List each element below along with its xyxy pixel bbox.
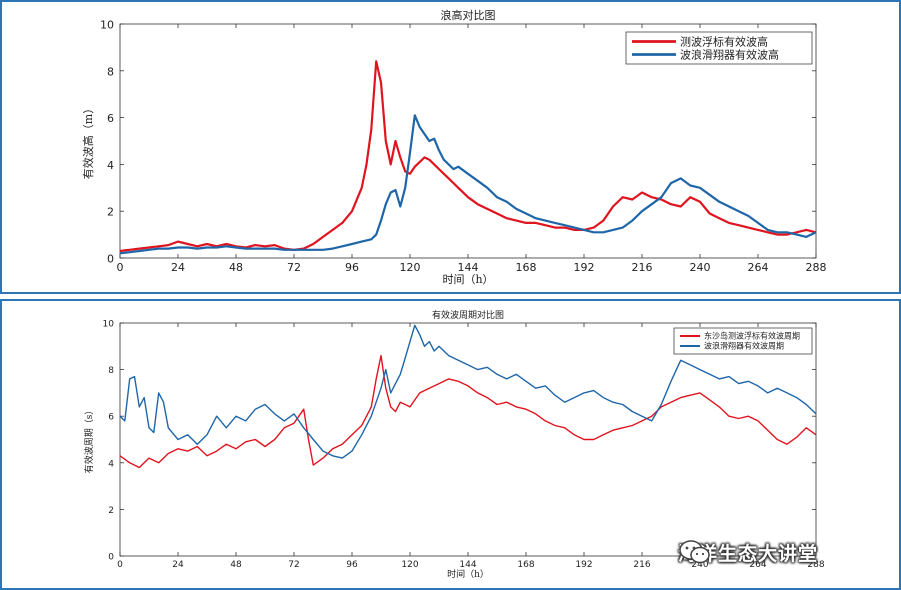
wechat-icon xyxy=(679,540,710,564)
period-series-line-1 xyxy=(119,354,817,469)
period-x-tick-label: 144 xyxy=(459,560,476,570)
top-chart-panel: 浪高对比图 0 24 48 72 96 120 144 168 192 216 240 264 288 0 2… xyxy=(0,0,901,294)
period-y-tick-label: 0 xyxy=(108,553,114,563)
height-x-tick-label: 192 xyxy=(574,261,595,274)
height-x-tick-label: 0 xyxy=(117,261,124,274)
height-legend-label-2: 波浪滑翔器有效波高 xyxy=(680,48,779,62)
period-x-tick-label: 240 xyxy=(691,560,708,570)
period-x-tick-label: 168 xyxy=(517,560,534,570)
height-y-tick-label: 8 xyxy=(107,65,114,78)
height-series-line-2 xyxy=(119,114,817,255)
period-x-tick-label: 72 xyxy=(288,560,299,570)
period-y-tick-label: 6 xyxy=(108,413,114,423)
period-plot-area xyxy=(119,322,817,557)
height-x-tick-label: 72 xyxy=(287,261,301,274)
height-x-tick-label: 96 xyxy=(345,261,359,274)
height-y-tick-label: 10 xyxy=(100,19,114,32)
height-x-tick-label: 264 xyxy=(748,261,769,274)
height-title: 浪高对比图 xyxy=(441,8,496,22)
height-x-tick-label: 168 xyxy=(516,261,537,274)
height-x-tick-label: 240 xyxy=(690,261,711,274)
height-x-tick-label: 120 xyxy=(400,261,421,274)
period-x-tick-label: 264 xyxy=(749,560,766,570)
height-legend-label-1: 测波浮标有效波高 xyxy=(680,35,768,49)
period-legend-label-2: 波浪滑翔器有效波周期 xyxy=(704,341,784,351)
period-y-tick-label: 8 xyxy=(108,366,114,376)
period-x-tick-label: 216 xyxy=(633,560,650,570)
height-x-tick-label: 48 xyxy=(229,261,243,274)
period-x-axis-label: 时间（h） xyxy=(447,568,489,580)
height-y-tick-label: 0 xyxy=(107,253,114,266)
period-x-tick-label: 0 xyxy=(117,560,123,570)
period-x-tick-label: 120 xyxy=(401,560,418,570)
height-x-tick-label: 144 xyxy=(458,261,479,274)
height-y-tick-label: 4 xyxy=(107,159,114,172)
period-y-axis-label: 有效波周期（s） xyxy=(83,406,95,474)
period-legend-label-1: 东沙岛测波浮标有效波周期 xyxy=(704,331,800,341)
height-x-tick-label: 216 xyxy=(632,261,653,274)
period-x-tick-label: 96 xyxy=(346,560,358,570)
height-y-axis-label: 有效波高（m） xyxy=(81,103,95,179)
watermark-text: 海洋生态大讲堂 xyxy=(678,542,819,565)
height-y-tick-label: 6 xyxy=(107,112,114,125)
height-legend-box xyxy=(625,31,813,65)
period-x-tick-label: 48 xyxy=(230,560,242,570)
period-x-tick-label: 288 xyxy=(807,560,824,570)
period-y-tick-label: 10 xyxy=(103,320,115,330)
period-y-tick-label: 2 xyxy=(108,506,114,516)
height-y-tick-label: 2 xyxy=(107,206,114,219)
period-x-tick-label: 24 xyxy=(172,560,184,570)
watermark: 海洋生态大讲堂 xyxy=(678,539,818,565)
height-x-tick-label: 24 xyxy=(171,261,185,274)
bottom-chart-panel: 有效波周期对比图 0 24 48 72 96 120 144 168 192 216 240 264 28… xyxy=(0,299,901,590)
period-title: 有效波周期对比图 xyxy=(432,309,504,321)
period-y-tick-label: 4 xyxy=(108,459,114,469)
height-series-line-1 xyxy=(119,60,817,253)
height-x-axis-label: 时间（h） xyxy=(442,273,493,286)
period-legend-box xyxy=(673,327,813,355)
height-x-tick-label: 288 xyxy=(806,261,827,274)
period-series-line-2 xyxy=(119,324,817,459)
period-x-tick-label: 192 xyxy=(575,560,592,570)
